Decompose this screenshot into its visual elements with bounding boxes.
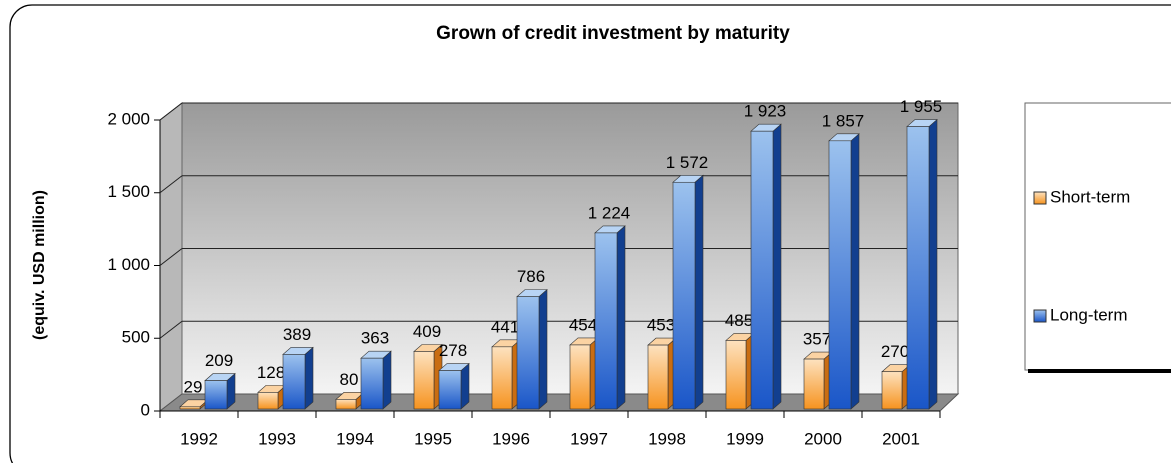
y-tick-label: 2 000 xyxy=(107,109,150,128)
x-tick-label: 1993 xyxy=(258,429,296,448)
bar-side xyxy=(772,123,782,410)
data-label: 1 923 xyxy=(744,102,787,121)
data-label: 1 857 xyxy=(822,111,865,130)
bar xyxy=(569,344,591,410)
grid-line xyxy=(159,102,183,121)
bar xyxy=(179,406,201,410)
bar xyxy=(725,340,747,410)
x-tick-label: 1995 xyxy=(414,429,452,448)
legend-label: Long-term xyxy=(1050,305,1127,324)
bar-side xyxy=(694,174,704,410)
bar xyxy=(750,130,774,410)
x-tick-label: 1998 xyxy=(648,429,686,448)
chart-title: Grown of credit investment by maturity xyxy=(436,23,790,44)
bar-side xyxy=(616,225,626,410)
x-tick-label: 1996 xyxy=(492,429,530,448)
frame xyxy=(9,4,1171,463)
y-axis-label: (equiv. USD million) xyxy=(31,190,48,340)
bar-side xyxy=(382,350,392,410)
y-tick-label: 1 500 xyxy=(107,182,150,201)
data-label: 1 572 xyxy=(666,153,709,172)
data-label: 1 224 xyxy=(588,203,631,222)
bar xyxy=(413,351,435,410)
bar xyxy=(672,181,696,410)
legend-swatch xyxy=(1033,309,1047,323)
data-label: 278 xyxy=(439,341,467,360)
bar xyxy=(282,354,306,410)
data-label: 357 xyxy=(803,330,831,349)
bar xyxy=(360,357,384,410)
bar xyxy=(803,358,825,410)
data-label: 453 xyxy=(647,316,675,335)
x-tick-label: 1997 xyxy=(570,429,608,448)
data-label: 409 xyxy=(413,322,441,341)
bar xyxy=(881,371,903,410)
legend xyxy=(1024,102,1171,371)
data-label: 1 955 xyxy=(900,97,943,116)
bar-side xyxy=(928,118,938,410)
data-label: 363 xyxy=(361,329,389,348)
bar-side xyxy=(460,362,470,410)
data-label: 454 xyxy=(569,315,597,334)
y-tick-label: 1 000 xyxy=(107,255,150,274)
grid-line xyxy=(159,320,183,339)
data-label: 270 xyxy=(881,342,909,361)
data-label: 29 xyxy=(184,377,203,396)
x-tick-label: 1999 xyxy=(726,429,764,448)
y-tick-label: 500 xyxy=(122,328,150,347)
x-tick-label: 1992 xyxy=(180,429,218,448)
bar xyxy=(828,140,852,410)
legend-label: Short-term xyxy=(1050,187,1130,206)
grid-line xyxy=(159,175,183,194)
bar-side xyxy=(538,288,548,410)
bar-side xyxy=(304,346,314,410)
bar xyxy=(204,380,228,410)
grid-line xyxy=(159,248,183,266)
y-tick-label: 0 xyxy=(141,400,150,419)
bar xyxy=(438,370,462,410)
x-tick-label: 2001 xyxy=(882,429,920,448)
bar xyxy=(335,399,357,410)
bar xyxy=(594,232,618,410)
bar xyxy=(906,126,930,410)
bar xyxy=(257,392,279,410)
bar-side xyxy=(850,133,860,410)
data-label: 128 xyxy=(257,363,285,382)
data-label: 389 xyxy=(283,325,311,344)
bar xyxy=(491,346,513,410)
data-label: 441 xyxy=(491,317,519,336)
data-label: 209 xyxy=(205,351,233,370)
bar xyxy=(516,296,540,410)
x-tick-label: 2000 xyxy=(804,429,842,448)
bar xyxy=(647,344,669,410)
x-tick-label: 1994 xyxy=(336,429,374,448)
data-label: 80 xyxy=(340,370,359,389)
data-label: 485 xyxy=(725,311,753,330)
legend-swatch xyxy=(1033,191,1047,205)
data-label: 786 xyxy=(517,267,545,286)
